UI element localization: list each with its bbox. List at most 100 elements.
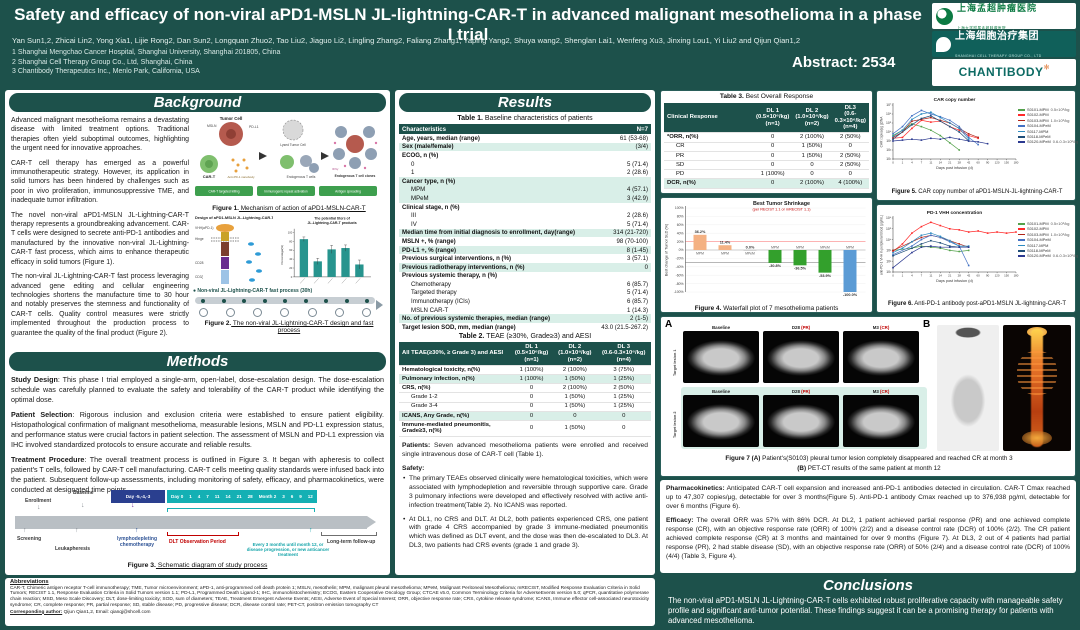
figure2-process: ● Non-viral JL-Lightning-CAR-T fast proc… (193, 288, 385, 317)
group-logo-sub: SHANGHAI CELL THERAPY GROUP CO., LTD (955, 54, 1042, 58)
figure5-legend: S0101-MPM 0.5×10⁶/kg S0102-MPM S0103-MPM 1.0… (1018, 107, 1078, 145)
table3-best-overall-response: Clinical Response DL 1 (0.5×10⁶/kg) (n=1) D… (664, 103, 869, 189)
table-row: Immune-mediated pneumonitis, Grade≥3, n(… (399, 420, 651, 437)
svg-text:-40%: -40% (676, 265, 684, 269)
legend-entry: S0104-MPeM (1018, 237, 1072, 242)
svg-text:14: 14 (939, 274, 943, 278)
svg-text:-30.8%: -30.8% (769, 264, 782, 268)
table3-dose-header: DL 2 (1.0×10⁶/kg) (n=2) (792, 103, 832, 133)
table-row: SD 0 0 2 (50%) (664, 160, 869, 170)
svg-text:Antigen spreading: Antigen spreading (335, 190, 361, 194)
svg-text:11.4%: 11.4% (720, 241, 731, 245)
table-row: Grade 1-2 0 1 (50%) 1 (25%) (399, 393, 651, 403)
svg-text:20: 20 (289, 266, 293, 270)
table-row: Age, years, median (range) 61 (53-68) (402, 134, 648, 142)
methods-text: Study Design: This phase I trial employe… (11, 375, 384, 500)
table-row: Sex (male/female) (3/4) (399, 142, 651, 152)
svg-text:1: 1 (902, 161, 904, 165)
svg-text:10⁶: 10⁶ (886, 216, 892, 220)
svg-text:11: 11 (929, 161, 932, 165)
table-row: PD 1 (100%) 0 0 (664, 170, 869, 179)
figure5-caption: Figure 5. CAR copy number of aPD1-MSLN-J… (891, 189, 1063, 195)
figure2-process-bar (195, 297, 375, 304)
baseline-arrow-icon: ↓ (81, 502, 85, 509)
svg-text:42: 42 (967, 161, 971, 165)
patients-summary: Patients: Seven advanced mesothelioma pa… (402, 442, 648, 458)
conclusions-text: The non-viral aPD1-MSLN JL-Lightning-CAR… (668, 596, 1063, 625)
table-row: Targeted therapy 5 (71.4) (411, 289, 648, 297)
figure7-ct-row2: Baseline D28 (PR) M3 (CR) (681, 387, 927, 449)
affiliation-item: 1 Shanghai Mengchao Cancer Hospital, Sha… (12, 49, 281, 56)
logo-chantibody: CHANTIBODY✻ THERAPEUTICS (932, 59, 1076, 95)
table-row: CRS, n(%) 0 2 (100%) 2 (50%) (399, 384, 651, 393)
table-row: MPM 4 (57.1) (399, 185, 651, 195)
svg-text:Lysed Tumor Cell: Lysed Tumor Cell (280, 143, 306, 147)
svg-text:10⁷: 10⁷ (886, 103, 892, 107)
background-paragraph: Advanced malignant mesothelioma remains … (11, 117, 189, 153)
background-paragraph: CAR-T cell therapy has emerged as a powe… (11, 159, 189, 205)
svg-text:-60%: -60% (676, 273, 684, 277)
table-row: No. of previous systemic therapies, medi… (399, 314, 651, 324)
table3-col0-header: Clinical Response (664, 103, 753, 133)
figure6-panel: PD-1 VHH concentration 10¹ 10² 10³ 10⁴ 10⁵ 10⁶… (876, 204, 1078, 313)
corresponding-author: Corresponding author: Qijun Qian1,2, Ema… (10, 609, 151, 615)
table1-title: Table 1. Baseline characteristics of pat… (457, 115, 593, 122)
svg-text:60%: 60% (677, 223, 684, 227)
ct-image (843, 331, 919, 383)
dlt-bracket (167, 532, 239, 536)
longterm-bracket (321, 532, 377, 536)
svg-text:36.2%: 36.2% (695, 230, 706, 234)
pet-image-fused (1003, 325, 1071, 451)
group-logo-name: 上海细胞治疗集团 (955, 31, 1039, 42)
svg-text:-53.9%: -53.9% (819, 274, 832, 278)
ct-column-header: D28 (PR) (791, 325, 811, 330)
table-row: Hematological toxicity, n(%) 1 (100%) 2 (1… (399, 365, 651, 375)
figure6-line-chart: PD-1 VHH concentration 10¹ 10² 10³ 10⁴ 10⁵ 10⁶… (880, 210, 1019, 283)
svg-text:10⁵: 10⁵ (886, 121, 892, 125)
abbreviations-panel: Abbreviations CAR-T, Chimeric antigen re… (5, 578, 655, 626)
table-row: Immunotherapy (ICIs) 6 (85.7) (411, 298, 648, 306)
table1-col-header: Characteristics (399, 124, 583, 134)
dlt-label: DLT Observation Period (169, 539, 226, 545)
svg-text:21: 21 (948, 161, 952, 165)
legend-entry: S0120-MPeM 0.6-0.3×10⁶/kg (1018, 139, 1078, 144)
enrollment-arrow-icon: ↓ (37, 504, 41, 511)
table-row: PD-L1 +, % (range) 8 (1-45) (399, 245, 651, 255)
svg-text:150: 150 (1004, 161, 1009, 165)
svg-text:20%: 20% (677, 240, 684, 244)
svg-text:10¹: 10¹ (886, 270, 892, 274)
figure4-panel: -100% -80% -60% -40% -20% 0% 20% 40% 60% 80% 100% B… (660, 197, 873, 313)
legend-entry: S0102-MPM (1018, 112, 1072, 117)
figure4-caption: Figure 4. Waterfall plot of 7 mesothelio… (694, 305, 839, 312)
svg-text:-36.5%: -36.5% (794, 267, 807, 271)
svg-text:90: 90 (986, 274, 990, 278)
table-row: PR 0 1 (50%) 2 (50%) (664, 151, 869, 161)
abbreviations-text: CAR-T, Chimeric antigen receptor T-cell … (10, 585, 650, 608)
methods-paragraph: Patient Selection: Rigorous inclusion an… (11, 410, 384, 449)
svg-text:MPeM: MPeM (820, 245, 830, 249)
svg-text:MPM: MPM (846, 245, 854, 249)
timeline-tick: Month 2 (258, 494, 277, 499)
svg-text:Days post infusion (d): Days post infusion (d) (936, 279, 973, 283)
screening-label: Screening (17, 536, 42, 542)
legend-entry: S0118-MPeM (1018, 248, 1072, 253)
table-row: Chemotherapy 6 (85.7) (411, 280, 648, 288)
baseline-label: Baseline (73, 490, 94, 496)
timeline-tick: 4 (197, 494, 201, 499)
svg-text:CD3ζ: CD3ζ (195, 275, 204, 279)
methods-paragraph: Treatment Procedure: The overall treatme… (11, 455, 384, 494)
svg-text:Tumor Cell: Tumor Cell (220, 116, 243, 121)
affiliation-item: 3 Chantibody Therapeutics Inc., Menlo Pa… (12, 68, 200, 75)
left-column-panel: Background Advanced malignant mesothelio… (5, 90, 390, 575)
figure5-panel: CAR copy number 10¹ 10² 10³ 10⁴ 10⁵ 10⁶ 10⁷ 0 1 4 7… (876, 90, 1078, 201)
svg-text:1: 1 (902, 274, 904, 278)
safety-bullet: The primary TEAEs observed clinically we… (402, 475, 648, 510)
figure7-panel-a-label: A (665, 319, 673, 330)
conclusions-section: Conclusions The non-viral aPD1-MSLN JL-L… (660, 576, 1076, 626)
background-text: Advanced malignant mesothelioma remains … (11, 116, 189, 343)
svg-text:IFNγ: IFNγ (332, 167, 339, 171)
leukapheresis-label: Leukapheresis (55, 546, 91, 552)
